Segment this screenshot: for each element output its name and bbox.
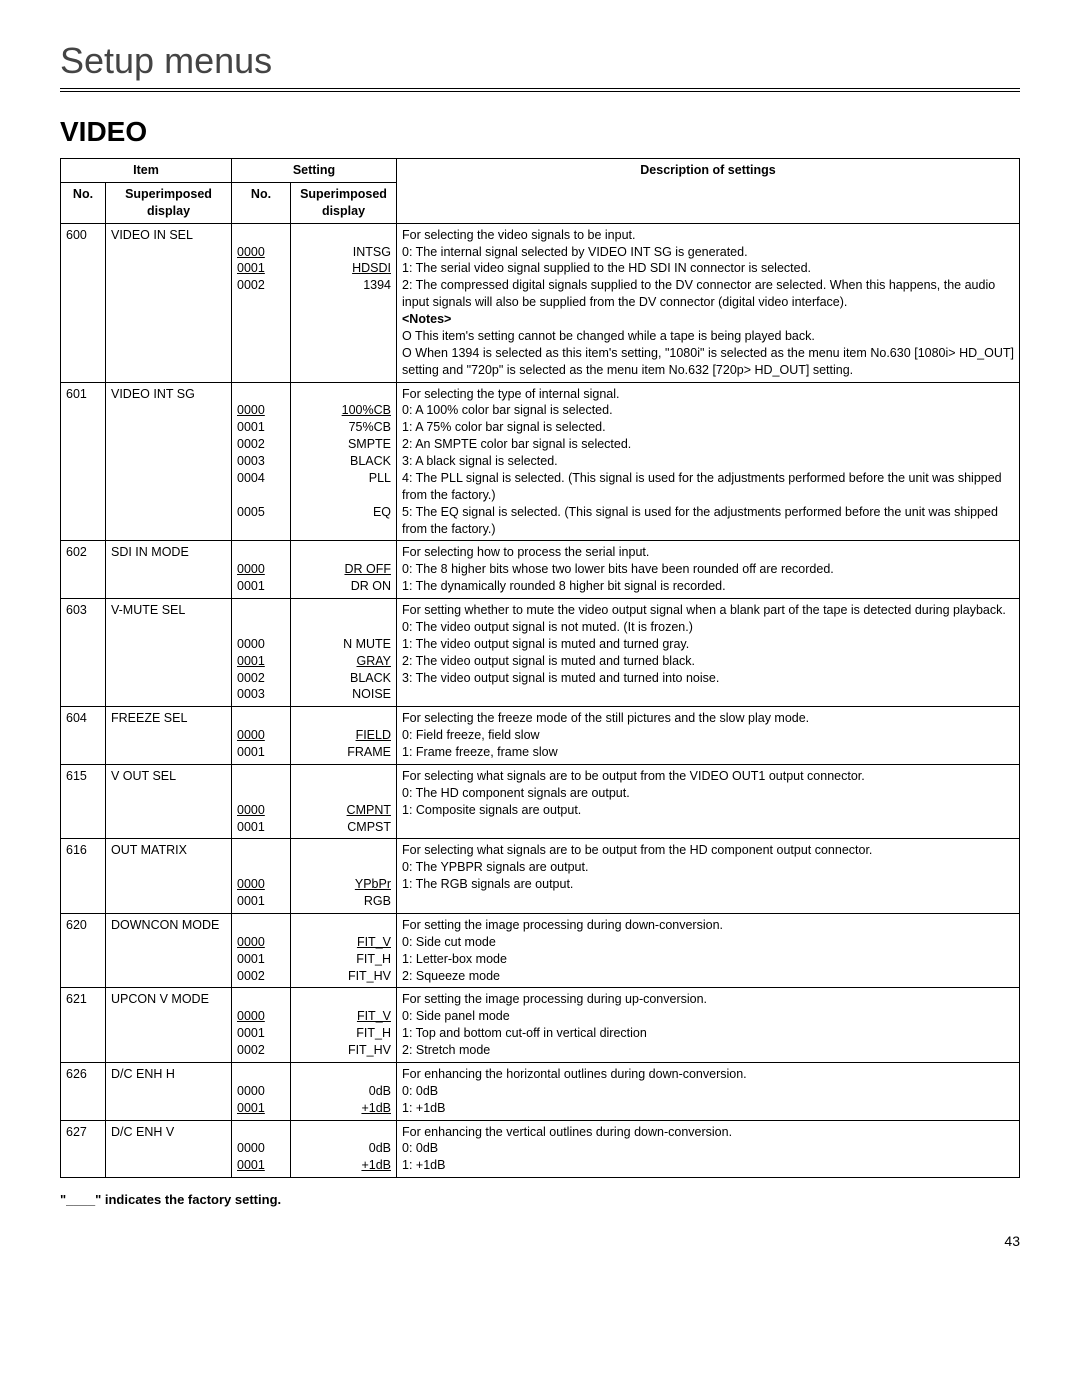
table-row: 601VIDEO INT SG 00000001000200030004 000… (61, 382, 1020, 541)
setting-label-cell: FIT_VFIT_HFIT_HV (291, 988, 397, 1063)
item-name-cell: DOWNCON MODE (106, 913, 232, 988)
description-cell: For selecting what signals are to be out… (397, 764, 1020, 839)
table-row: 600VIDEO IN SEL 000000010002 INTSGHDSDI1… (61, 223, 1020, 382)
title-rule (60, 88, 1020, 92)
header-item-display: Superimposed display (106, 182, 232, 223)
table-header-row-1: Item Setting Description of settings (61, 159, 1020, 183)
description-cell: For setting whether to mute the video ou… (397, 599, 1020, 707)
description-cell: For selecting what signals are to be out… (397, 839, 1020, 914)
item-name-cell: SDI IN MODE (106, 541, 232, 599)
table-row: 603V-MUTE SEL 0000000100020003 N MUTEGRA… (61, 599, 1020, 707)
item-no-cell: 616 (61, 839, 106, 914)
item-name-cell: FREEZE SEL (106, 707, 232, 765)
item-name-cell: D/C ENH H (106, 1062, 232, 1120)
setting-no-cell: 00000001 (232, 839, 291, 914)
description-cell: For setting the image processing during … (397, 988, 1020, 1063)
setting-label-cell: DR OFFDR ON (291, 541, 397, 599)
header-setting-group: Setting (232, 159, 397, 183)
header-item-group: Item (61, 159, 232, 183)
header-item-no: No. (61, 182, 106, 223)
setting-label-cell: 100%CB75%CBSMPTEBLACKPLL EQ (291, 382, 397, 541)
item-no-cell: 601 (61, 382, 106, 541)
item-no-cell: 627 (61, 1120, 106, 1178)
section-heading: VIDEO (60, 116, 1020, 148)
item-no-cell: 600 (61, 223, 106, 382)
item-name-cell: OUT MATRIX (106, 839, 232, 914)
item-name-cell: D/C ENH V (106, 1120, 232, 1178)
table-row: 602SDI IN MODE 00000001 DR OFFDR ONFor s… (61, 541, 1020, 599)
table-row: 616OUT MATRIX 00000001 YPbPrRGBFor selec… (61, 839, 1020, 914)
setting-no-cell: 000000010002 (232, 223, 291, 382)
setting-label-cell: INTSGHDSDI1394 (291, 223, 397, 382)
table-row: 620DOWNCON MODE 000000010002 FIT_VFIT_HF… (61, 913, 1020, 988)
header-setting-no: No. (232, 182, 291, 223)
item-no-cell: 626 (61, 1062, 106, 1120)
setting-label-cell: FIT_VFIT_HFIT_HV (291, 913, 397, 988)
item-no-cell: 603 (61, 599, 106, 707)
setting-no-cell: 000000010002 (232, 913, 291, 988)
setting-label-cell: 0dB+1dB (291, 1062, 397, 1120)
table-row: 604FREEZE SEL 00000001 FIELDFRAMEFor sel… (61, 707, 1020, 765)
description-cell: For setting the image processing during … (397, 913, 1020, 988)
item-name-cell: V OUT SEL (106, 764, 232, 839)
item-no-cell: 615 (61, 764, 106, 839)
setting-no-cell: 00000001 (232, 764, 291, 839)
table-row: 621UPCON V MODE 000000010002 FIT_VFIT_HF… (61, 988, 1020, 1063)
table-row: 615V OUT SEL 00000001 CMPNTCMPSTFor sele… (61, 764, 1020, 839)
setting-no-cell: 00000001 (232, 707, 291, 765)
setting-label-cell: FIELDFRAME (291, 707, 397, 765)
table-row: 627D/C ENH V 00000001 0dB+1dBFor enhanci… (61, 1120, 1020, 1178)
page-number: 43 (60, 1233, 1020, 1249)
item-no-cell: 602 (61, 541, 106, 599)
item-no-cell: 604 (61, 707, 106, 765)
factory-setting-footnote: "____" indicates the factory setting. (60, 1192, 1020, 1207)
item-name-cell: V-MUTE SEL (106, 599, 232, 707)
item-no-cell: 621 (61, 988, 106, 1063)
setting-label-cell: CMPNTCMPST (291, 764, 397, 839)
description-cell: For enhancing the vertical outlines duri… (397, 1120, 1020, 1178)
header-description: Description of settings (397, 159, 1020, 224)
description-cell: For enhancing the horizontal outlines du… (397, 1062, 1020, 1120)
setting-label-cell: 0dB+1dB (291, 1120, 397, 1178)
setting-no-cell: 00000001 (232, 541, 291, 599)
setting-no-cell: 00000001 (232, 1062, 291, 1120)
setting-no-cell: 000000010002 (232, 988, 291, 1063)
setting-no-cell: 00000001000200030004 0005 (232, 382, 291, 541)
item-name-cell: UPCON V MODE (106, 988, 232, 1063)
setting-label-cell: YPbPrRGB (291, 839, 397, 914)
settings-table: Item Setting Description of settings No.… (60, 158, 1020, 1178)
description-cell: For selecting the freeze mode of the sti… (397, 707, 1020, 765)
setting-no-cell: 0000000100020003 (232, 599, 291, 707)
description-cell: For selecting the type of internal signa… (397, 382, 1020, 541)
header-setting-display: Superimposed display (291, 182, 397, 223)
description-cell: For selecting how to process the serial … (397, 541, 1020, 599)
table-row: 626D/C ENH H 00000001 0dB+1dBFor enhanci… (61, 1062, 1020, 1120)
item-name-cell: VIDEO INT SG (106, 382, 232, 541)
item-name-cell: VIDEO IN SEL (106, 223, 232, 382)
setting-label-cell: N MUTEGRAYBLACKNOISE (291, 599, 397, 707)
item-no-cell: 620 (61, 913, 106, 988)
page-title: Setup menus (60, 40, 1020, 82)
setting-no-cell: 00000001 (232, 1120, 291, 1178)
description-cell: For selecting the video signals to be in… (397, 223, 1020, 382)
